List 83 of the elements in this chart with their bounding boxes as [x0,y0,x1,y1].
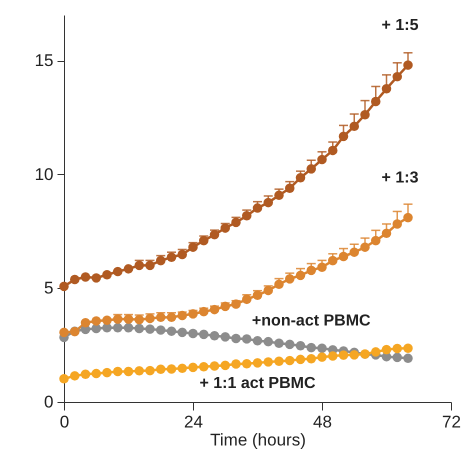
point [264,336,273,346]
point [166,252,176,262]
point [252,358,262,368]
point [188,362,198,372]
point [242,294,252,304]
x-tick-label: 72 [442,412,461,432]
point [296,354,306,364]
point [92,316,101,326]
point [145,366,155,376]
x-tick-label: 0 [60,412,70,432]
point [113,323,122,333]
point [210,361,220,371]
point [156,256,166,266]
point [274,356,284,366]
point [92,368,101,378]
point [199,330,208,340]
point [188,328,198,338]
point [264,286,273,296]
point [178,328,187,338]
point [317,352,327,362]
point [124,366,134,376]
point [338,350,348,360]
y-tick-label: 10 [34,164,54,184]
point [220,332,230,342]
point [113,366,122,376]
point [80,318,90,328]
point [392,344,402,354]
point [242,334,252,344]
point [113,266,122,276]
x-tick-label: 24 [184,412,203,432]
point [382,344,392,354]
point [92,273,101,283]
point [296,341,306,351]
point [403,354,413,364]
y-tick-label: 15 [34,51,54,70]
point [124,323,134,333]
point [285,356,294,366]
point [59,374,69,384]
point [231,359,241,369]
point [210,331,220,340]
point [371,347,380,357]
series-label: + 1:5 [382,17,419,34]
point [80,272,90,282]
point [252,336,262,346]
point [134,324,144,334]
point [242,359,252,368]
point [156,364,166,374]
series-label: +non-act PBMC [252,312,372,330]
point [156,325,166,335]
point [134,366,144,376]
point [231,334,241,344]
point [306,342,316,352]
y-tick-label: 5 [44,278,54,298]
point [102,316,112,326]
point [199,362,208,372]
point [59,282,69,292]
point [166,364,176,374]
point [392,352,402,362]
point [285,340,294,350]
point [70,274,80,284]
point [178,364,187,374]
point [70,371,80,381]
point [80,369,90,379]
point [274,338,284,348]
series-label: + 1:3 [382,170,419,187]
point [350,247,359,257]
x-axis-title: Time (hours) [210,430,306,450]
point [306,354,316,364]
point [350,350,359,360]
y-tick-label: 0 [44,392,54,412]
point [264,357,273,367]
point [102,270,112,280]
x-tick-label: 48 [313,412,332,432]
series-label: + 1:1 act PBMC [199,374,316,392]
point [328,351,338,361]
point [317,344,327,354]
point [220,360,230,370]
point [59,328,69,338]
point [145,324,155,334]
point [166,326,176,336]
point [403,344,413,354]
point [124,264,134,274]
point [102,368,112,378]
